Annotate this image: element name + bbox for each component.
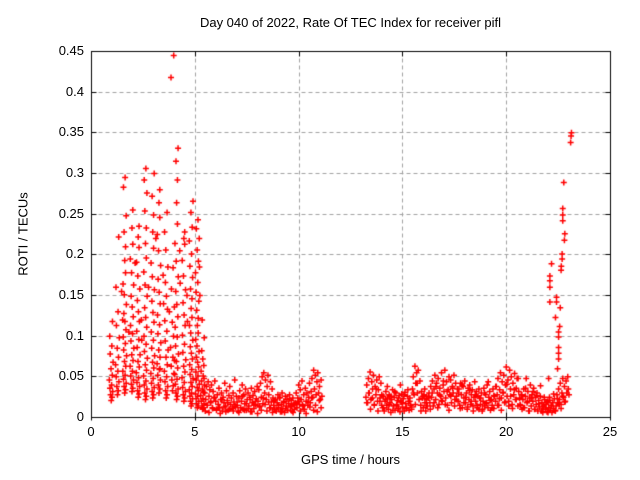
chart-title: Day 040 of 2022, Rate Of TEC Index for r… xyxy=(199,15,502,30)
y-tick-label: 0.25 xyxy=(58,205,84,221)
x-tick-label: 0 xyxy=(87,424,95,439)
y-tick-label: 0.35 xyxy=(58,124,84,140)
x-tick-label: 25 xyxy=(602,424,618,439)
y-tick-label: 0 xyxy=(76,409,84,424)
y-tick-label: 0.45 xyxy=(58,43,84,58)
y-tick-label: 0.4 xyxy=(65,83,84,99)
y-tick-label: 0.3 xyxy=(65,165,84,180)
x-tick-label: 5 xyxy=(191,424,199,439)
y-tick-label: 0.2 xyxy=(65,246,84,262)
x-tick-label: 20 xyxy=(498,424,514,439)
x-tick-label: 10 xyxy=(291,424,306,439)
x-tick-label: 15 xyxy=(395,424,410,439)
y-tick-label: 0.15 xyxy=(58,287,84,302)
y-tick-label: 0.1 xyxy=(65,327,84,343)
y-tick-label: 0.05 xyxy=(58,368,84,384)
x-axis-label: GPS time / hours xyxy=(301,452,400,467)
